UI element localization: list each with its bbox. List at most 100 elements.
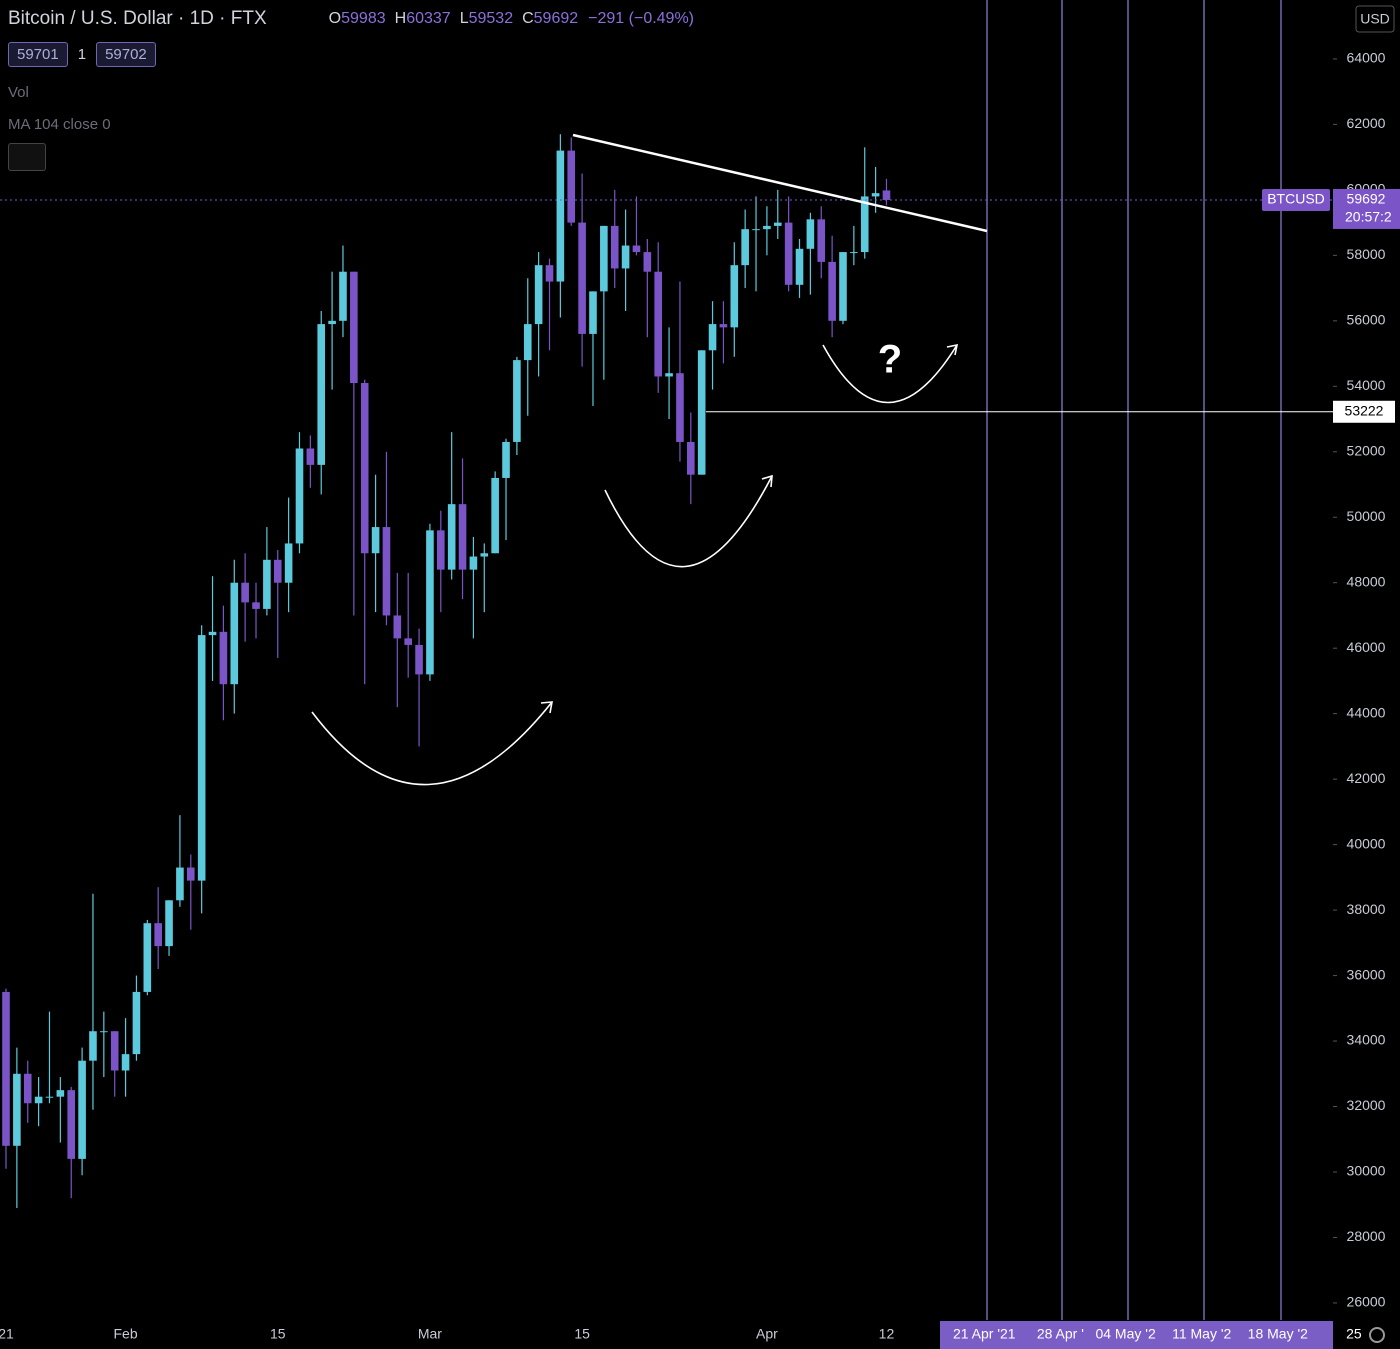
ohlc-item: C59692 — [522, 10, 578, 28]
candle-body — [100, 1031, 108, 1033]
vertical-markers — [986, 0, 1282, 1320]
ohlc-label: H — [394, 10, 407, 27]
candle-body — [339, 271, 347, 321]
arrow-head — [540, 701, 553, 714]
trend-line — [572, 133, 988, 233]
x-tick-label: 15 — [574, 1326, 590, 1342]
candle-body — [719, 324, 728, 328]
y-tick-label: 58000 — [1347, 246, 1386, 262]
x-tick-label: 21 Apr '21 — [953, 1326, 1016, 1342]
ohlc-item: L59532 — [460, 10, 513, 28]
x-tick-label: 04 May '2 — [1095, 1326, 1155, 1342]
candle-body — [795, 248, 804, 285]
settings-icon[interactable] — [1369, 1327, 1385, 1343]
annotation: ? — [878, 338, 902, 382]
ohlc-label: L — [459, 10, 469, 27]
trade-row: 59701 1 59702 — [8, 42, 156, 67]
candle-body — [273, 559, 282, 583]
candle-body — [513, 360, 521, 442]
y-tick-label: 36000 — [1347, 966, 1386, 982]
candle-body — [350, 271, 358, 384]
candle-body — [610, 225, 619, 269]
candle-body — [186, 867, 195, 881]
arrow-head — [946, 343, 959, 356]
x-tick-label: 12 — [879, 1326, 895, 1342]
candle-body — [371, 527, 380, 554]
arc-arrow — [822, 344, 958, 404]
candle-body — [121, 1054, 130, 1071]
ohlc-item: H60337 — [395, 10, 451, 28]
candle-body — [676, 373, 684, 442]
candle-body — [697, 350, 706, 475]
candle-body — [491, 477, 499, 554]
y-tick-label: 54000 — [1347, 377, 1386, 393]
collapse-button[interactable] — [8, 143, 46, 171]
arc-arrow — [311, 701, 553, 786]
y-tick-label: 42000 — [1347, 770, 1386, 786]
candle-body — [360, 383, 369, 554]
y-tick-label: 44000 — [1347, 704, 1386, 720]
candle-body — [176, 867, 184, 901]
ask-button[interactable]: 59702 — [96, 42, 156, 67]
change: −291 (−0.49%) — [588, 10, 695, 27]
x-range-band — [940, 1321, 1333, 1349]
x-tick-label: Mar — [418, 1326, 442, 1342]
candle-body — [763, 225, 771, 230]
candle-body — [447, 504, 456, 570]
candle-body — [241, 582, 249, 603]
x-tick-label: 28 Apr ' — [1037, 1326, 1084, 1342]
candle-body — [208, 631, 217, 636]
countdown: 20:57:2 — [1345, 209, 1392, 225]
last-price-box — [1333, 188, 1400, 229]
candle-body — [784, 222, 793, 285]
candle-body — [752, 229, 760, 231]
y-tick-label: 50000 — [1347, 508, 1386, 524]
candle-body — [165, 900, 173, 947]
x-tick-label: 18 May '2 — [1248, 1326, 1308, 1342]
y-tick-label: 56000 — [1347, 312, 1386, 328]
indicator[interactable]: Vol — [8, 84, 29, 101]
candle-body — [708, 324, 717, 351]
ohlc-item: O59983 — [329, 10, 386, 28]
indicator[interactable]: MA 104 close 0 — [8, 116, 111, 133]
candle-body — [654, 271, 662, 377]
candle-body — [23, 1073, 32, 1104]
plot: 26000 28000 30000 32000 34000 36000 38000 40000… — [0, 50, 1400, 1310]
candle-body — [13, 1073, 21, 1146]
candle-body — [230, 582, 239, 685]
candle-body — [621, 245, 630, 269]
last-price-label: 59692 — [1347, 191, 1386, 207]
ohlc-value: 59532 — [468, 10, 514, 27]
candle-body — [2, 991, 10, 1146]
ohlc-value: 59692 — [533, 10, 579, 27]
candle-body — [545, 265, 554, 282]
y-tick-label: 64000 — [1347, 50, 1386, 66]
y-tick-label: 62000 — [1347, 115, 1386, 131]
candle-body — [469, 556, 478, 570]
x-tick-label: 11 May '2 — [1172, 1326, 1231, 1342]
candle-body — [850, 252, 858, 254]
candle-body — [45, 1096, 54, 1098]
bid-button[interactable]: 59701 — [8, 42, 68, 67]
candle-body — [730, 265, 739, 328]
ohlc-value: 59983 — [341, 10, 386, 27]
x-tick-label: 15 — [270, 1326, 286, 1342]
candle-body — [393, 615, 402, 639]
candle-body — [860, 196, 869, 253]
candle-body — [871, 193, 880, 197]
price-line-label-box — [1333, 400, 1395, 423]
candle-body — [415, 644, 423, 675]
candle-body — [426, 530, 434, 675]
candle-body — [89, 1031, 97, 1061]
candle-body — [34, 1096, 43, 1104]
candle-body — [317, 324, 326, 465]
y-tick-label: 28000 — [1347, 1228, 1386, 1244]
candle-body — [817, 219, 826, 262]
candle-body — [263, 559, 271, 609]
candle-body — [665, 373, 673, 377]
x-tick-label: Apr — [756, 1326, 778, 1342]
y-tick-label: 40000 — [1347, 835, 1386, 851]
symbol-label: BTCUSD — [1267, 191, 1325, 207]
candle-body — [437, 530, 445, 570]
